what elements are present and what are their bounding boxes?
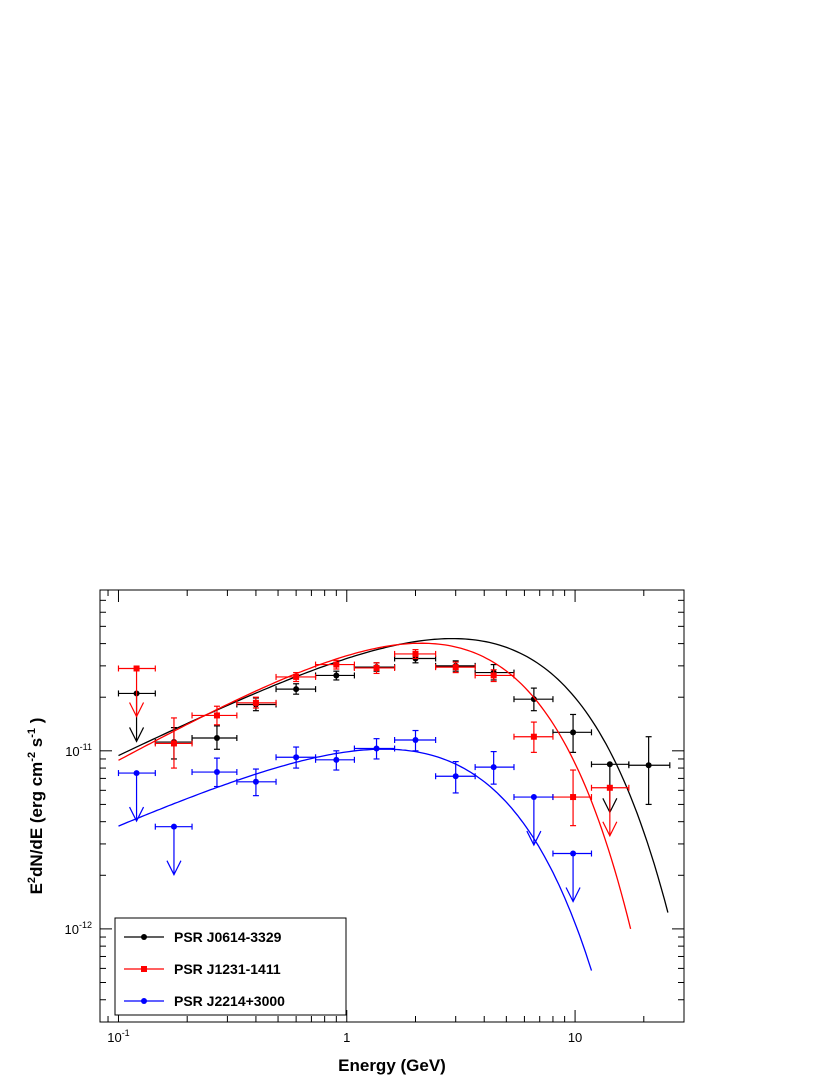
upper-limit-arrowhead [129,806,145,823]
data-point [645,762,652,769]
data-point [333,756,340,763]
y-tick-label: 10-11 [65,742,92,759]
data-point [570,794,577,801]
legend-swatch-marker [141,998,147,1004]
data-point [252,778,259,785]
data-point [373,745,380,752]
legend-label: PSR J1231-1411 [174,961,281,977]
data-point [570,850,577,857]
data-point [490,672,497,679]
data-point [373,664,380,671]
data-point [606,761,613,768]
data-point [333,661,340,668]
data-point [570,729,577,736]
data-point [213,769,220,776]
data-point [170,740,177,747]
data-point [293,673,300,680]
x-tick-label: 1 [343,1030,350,1045]
upper-limit-arrowhead [166,860,182,877]
legend-item-1: PSR J1231-1411 [124,961,281,977]
data-point [452,773,459,780]
legend-box [114,917,347,1016]
y-axis-title: E2dN/dE (erg cm-2 s-1 ) [26,718,46,895]
data-point [293,686,300,693]
upper-limit-arrowhead [526,830,542,847]
data-point [333,672,340,679]
legend-item-2: PSR J2214+3000 [124,993,285,1009]
data-point [606,784,613,791]
data-point [490,764,497,771]
x-tick-label: 10-1 [107,1028,129,1045]
upper-limit-arrowhead [565,887,581,903]
data-layer [117,637,671,971]
data-point [530,696,537,703]
legend-label: PSR J0614-3329 [174,929,282,945]
series-2 [117,729,593,971]
legend-swatch-marker [141,966,147,972]
data-point [293,754,300,761]
data-point [530,794,537,801]
data-point [170,823,177,830]
data-point [452,664,459,671]
upper-limit-arrowhead [129,727,145,743]
legend-swatch-marker [141,934,147,940]
legend: PSR J0614-3329 PSR J1231-1411 PSR J2214+30… [114,917,347,1016]
data-point [530,733,537,740]
data-point [252,699,259,706]
data-point [412,650,419,657]
y-tick-label: 10-12 [65,920,92,937]
x-axis-title: Energy (GeV) [338,1056,446,1075]
data-point [133,770,140,777]
data-point [213,712,220,719]
x-tick-label: 10 [568,1030,582,1045]
data-point [133,665,140,672]
legend-item-0: PSR J0614-3329 [124,929,282,945]
data-point [213,735,220,742]
plot-frame [99,589,685,1023]
data-point [412,737,419,744]
legend-label: PSR J2214+3000 [174,993,285,1009]
upper-limit-arrowhead [129,702,145,718]
upper-limit-arrowhead [602,821,618,838]
